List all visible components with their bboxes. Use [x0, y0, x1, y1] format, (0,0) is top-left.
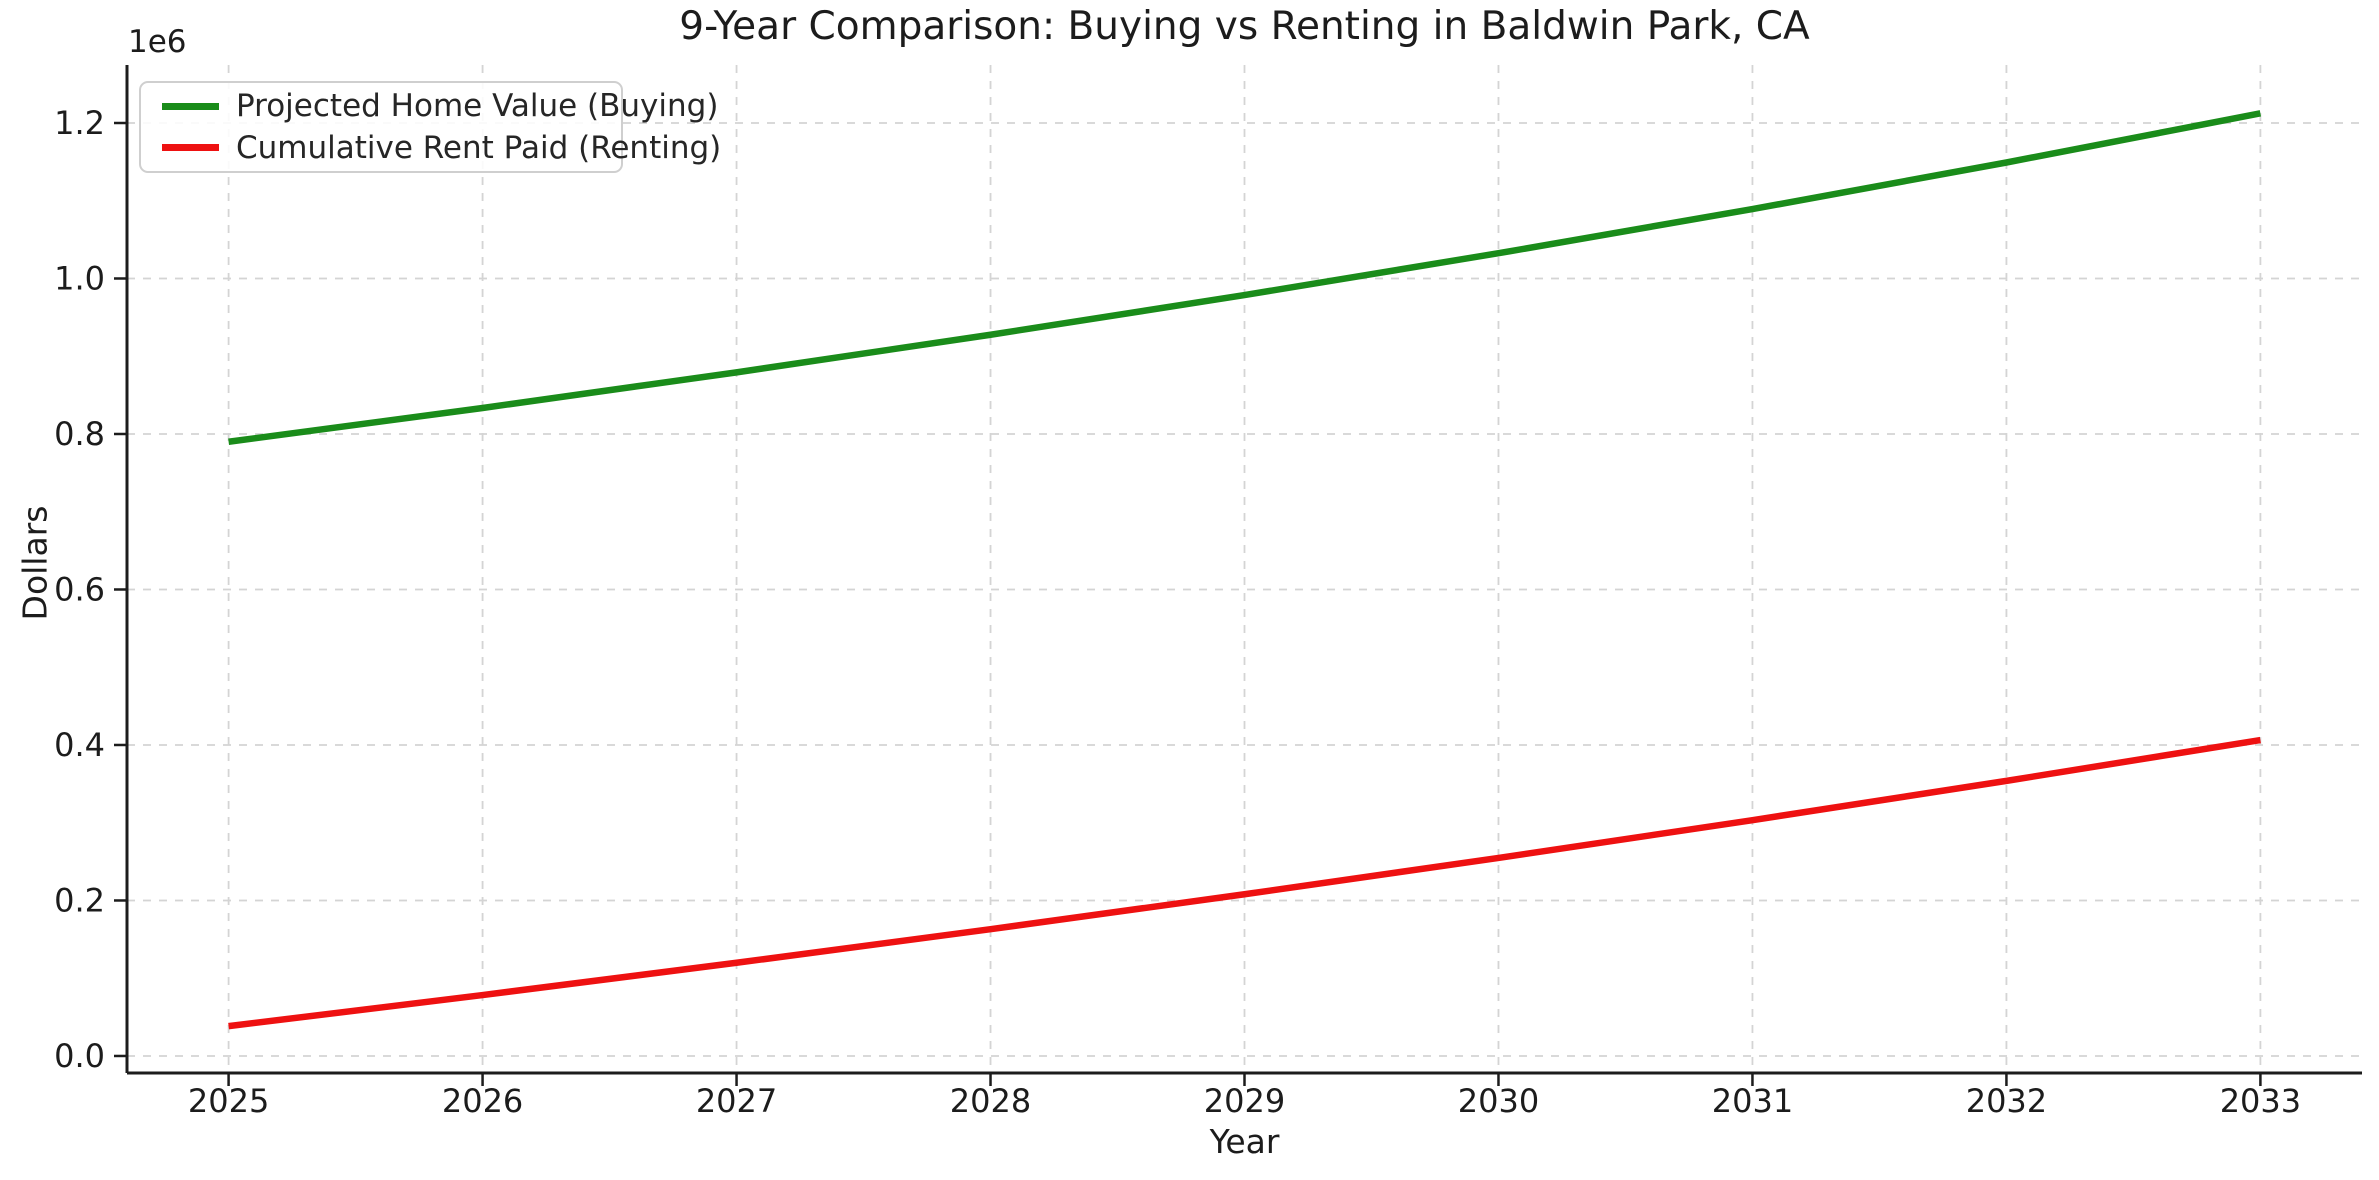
legend-label-renting: Cumulative Rent Paid (Renting) [236, 129, 722, 166]
renting-line [228, 736, 2261, 1030]
y-tick-label: 1.0 [54, 259, 105, 297]
buying-line-swatch [162, 102, 219, 110]
y-tick-label: 0.8 [54, 415, 105, 453]
x-tick-label: 2030 [1458, 1082, 1539, 1120]
legend: Projected Home Value (Buying) Cumulative… [139, 81, 721, 173]
x-tick-label: 2027 [696, 1082, 777, 1120]
y-tick-label: 0.0 [54, 1037, 105, 1075]
y-tick-label: 0.2 [54, 881, 105, 919]
x-tick-label: 2025 [188, 1082, 269, 1120]
y-tick-label: 0.6 [54, 570, 105, 608]
legend-item-buying: Projected Home Value (Buying) [141, 88, 718, 124]
y-axis-offset-label: 1e6 [128, 24, 187, 60]
x-tick-label: 2028 [950, 1082, 1031, 1120]
x-tick-label: 2029 [1204, 1082, 1285, 1120]
y-tick-label: 1.2 [54, 104, 105, 142]
y-tick-label: 0.4 [54, 726, 105, 764]
buying-line [228, 110, 2262, 445]
chart-title: 9-Year Comparison: Buying vs Renting in … [679, 4, 1810, 49]
renting-line-swatch [162, 144, 219, 152]
legend-item-renting: Cumulative Rent Paid (Renting) [141, 130, 721, 166]
legend-label-buying: Projected Home Value (Buying) [236, 88, 719, 125]
x-tick-label: 2033 [2220, 1082, 2301, 1120]
x-tick-label: 2032 [1966, 1082, 2047, 1120]
x-tick-label: 2026 [442, 1082, 523, 1120]
x-tick-label: 2031 [1712, 1082, 1793, 1120]
y-axis-label: Dollars [15, 505, 55, 621]
x-axis-label: Year [1209, 1122, 1280, 1161]
